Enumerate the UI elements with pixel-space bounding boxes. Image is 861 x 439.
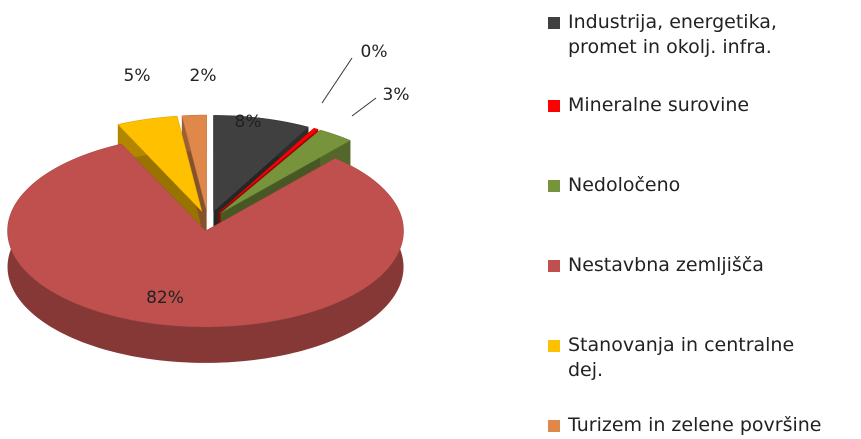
legend-label: Turizem in zelene površine [568,414,822,436]
legend-item: Turizem in zelene površine [548,413,822,438]
legend-label: Nedoločeno [568,174,681,196]
data-label: 82% [146,288,184,308]
data-label: 5% [124,66,151,86]
pie-chart: 8% 0% 3% 82% 5% 2% [7,42,410,363]
legend-item: Mineralne surovine [548,93,813,118]
data-label: 3% [383,85,410,105]
legend-swatch [548,260,560,272]
legend-item: Industrija, energetika, promet in okolj.… [548,10,813,60]
slice-tops [7,114,404,328]
data-label: 0% [361,42,388,62]
slice [218,127,319,213]
legend-item: Nestavbna zemljišča [548,253,813,278]
data-label: 8% [235,112,262,132]
slice [213,115,310,212]
legend-label: Stanovanja in centralne dej. [568,334,795,381]
legend-swatch [548,340,560,352]
legend-swatch [548,100,560,112]
slice [117,115,203,213]
slice [181,114,207,212]
slice [7,143,404,328]
legend-label: Industrija, energetika, promet in okolj.… [568,11,777,58]
legend-item: Nedoločeno [548,173,813,198]
legend-swatch [548,420,560,432]
leader-line [351,97,377,117]
legend-label: Nestavbna zemljišča [568,254,764,276]
legend-swatch [548,180,560,192]
leader-line [321,57,353,104]
data-label: 2% [190,66,217,86]
legend-label: Mineralne surovine [568,94,750,116]
legend-item: Stanovanja in centralne dej. [548,333,813,383]
legend-swatch [548,17,560,29]
slice [220,129,351,214]
